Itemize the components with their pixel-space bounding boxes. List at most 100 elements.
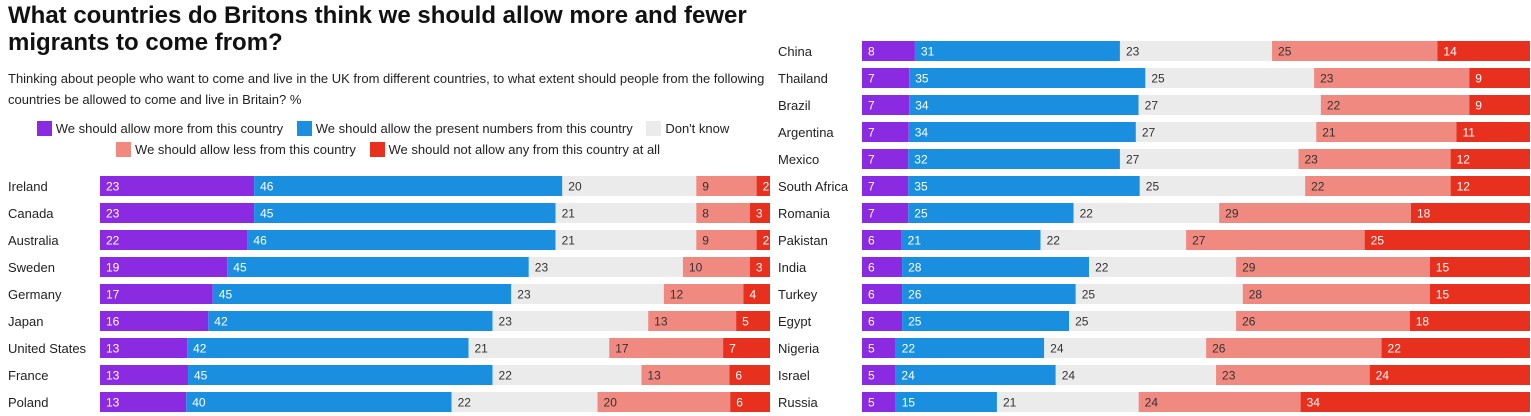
- data-label-more: 23: [106, 207, 120, 221]
- bar-row-japan: Japan 16 42 23 13 5: [8, 311, 770, 331]
- country-label-australia: Australia: [8, 233, 59, 248]
- bar-segment-dont-know: [562, 176, 697, 196]
- data-label-less: 24: [1145, 396, 1159, 410]
- bar-row-russia: Russia 5 15 21 24 34: [778, 392, 1530, 412]
- bar-segment-present: [908, 176, 1140, 196]
- data-label-none: 9: [1475, 72, 1482, 86]
- bar-segment-less: [1219, 203, 1411, 223]
- data-label-more: 7: [868, 207, 875, 221]
- bar-segment-less: [682, 257, 750, 277]
- bar-segment-present: [902, 311, 1070, 331]
- bar-segment-none: [1450, 149, 1530, 169]
- data-label-less: 22: [1311, 180, 1325, 194]
- bar-segment-none: [756, 230, 770, 250]
- bar-segment-less: [1272, 41, 1438, 61]
- data-label-none: 12: [1457, 153, 1471, 167]
- bar-segment-none: [1429, 284, 1530, 304]
- data-label-more: 5: [868, 342, 875, 356]
- data-label-dont-know: 27: [1142, 126, 1156, 140]
- data-label-none: 15: [1436, 288, 1450, 302]
- bar-row-thailand: Thailand 7 35 25 23 9: [778, 68, 1530, 88]
- data-label-present: 45: [194, 369, 208, 383]
- data-label-dont-know: 22: [1095, 261, 1109, 275]
- data-label-more: 19: [106, 261, 120, 275]
- data-label-less: 8: [702, 207, 709, 221]
- bar-segment-more: [100, 365, 188, 385]
- data-label-none: 18: [1416, 315, 1430, 329]
- bar-segment-present: [909, 95, 1139, 115]
- data-label-less: 29: [1242, 261, 1256, 275]
- bar-segment-none: [749, 203, 770, 223]
- data-label-more: 7: [868, 126, 875, 140]
- bar-segment-less: [663, 284, 744, 304]
- bar-segment-less: [1242, 284, 1430, 304]
- bar-segment-present: [247, 230, 556, 250]
- country-label-turkey: Turkey: [778, 287, 818, 302]
- data-label-none: 3: [756, 207, 763, 221]
- bar-segment-less: [641, 365, 730, 385]
- bar-segment-more: [100, 230, 248, 250]
- legend-item-less: We should allow less from this country: [116, 142, 356, 157]
- bar-segment-present: [187, 365, 493, 385]
- data-label-more: 5: [868, 396, 875, 410]
- data-label-more: 7: [868, 72, 875, 86]
- data-label-less: 9: [702, 234, 709, 248]
- bar-segment-dont-know: [1040, 230, 1187, 250]
- data-label-present: 21: [908, 234, 922, 248]
- bar-row-romania: Romania 7 25 22 29 18: [778, 203, 1530, 223]
- bar-segment-more: [862, 122, 909, 142]
- country-label-south-africa: South Africa: [778, 179, 849, 194]
- data-label-dont-know: 23: [517, 288, 531, 302]
- country-label-russia: Russia: [778, 395, 819, 410]
- bar-row-india: India 6 28 22 29 15: [778, 257, 1530, 277]
- bar-segment-dont-know: [1145, 68, 1315, 88]
- bar-segment-more: [862, 41, 915, 61]
- bar-segment-present: [212, 284, 512, 304]
- bar-segment-less: [1298, 149, 1451, 169]
- bar-segment-none: [743, 284, 770, 304]
- bar-segment-more: [862, 95, 910, 115]
- data-label-dont-know: 25: [1146, 180, 1160, 194]
- country-label-romania: Romania: [778, 206, 831, 221]
- bar-segment-dont-know: [1119, 41, 1273, 61]
- data-label-present: 42: [214, 315, 228, 329]
- country-label-india: India: [778, 260, 807, 275]
- bar-segment-none: [1410, 203, 1530, 223]
- data-label-present: 35: [914, 180, 928, 194]
- bar-segment-dont-know: [1055, 365, 1217, 385]
- country-label-argentina: Argentina: [778, 125, 834, 140]
- legend-label-none: We should not allow any from this countr…: [388, 142, 660, 157]
- bar-row-mexico: Mexico 7 32 27 23 12: [778, 149, 1530, 169]
- data-label-less: 20: [604, 396, 618, 410]
- bar-segment-dont-know: [1119, 149, 1299, 169]
- bar-segment-present: [908, 122, 1136, 142]
- data-label-less: 28: [1249, 288, 1263, 302]
- data-label-dont-know: 22: [458, 396, 472, 410]
- data-label-present: 45: [219, 288, 233, 302]
- data-label-more: 23: [106, 180, 120, 194]
- data-label-dont-know: 20: [568, 180, 582, 194]
- bar-segment-present: [254, 203, 556, 223]
- bar-segment-dont-know: [528, 257, 683, 277]
- data-label-dont-know: 27: [1126, 153, 1140, 167]
- bar-segment-dont-know: [1069, 311, 1237, 331]
- bar-segment-dont-know: [1073, 203, 1220, 223]
- data-label-present: 31: [921, 45, 935, 59]
- data-label-present: 24: [901, 369, 915, 383]
- data-label-present: 35: [915, 72, 929, 86]
- data-label-dont-know: 23: [535, 261, 549, 275]
- bar-segment-more: [862, 392, 896, 412]
- bar-segment-none: [1429, 257, 1530, 277]
- bar-segment-more: [862, 149, 909, 169]
- data-label-more: 7: [868, 153, 875, 167]
- data-label-none: 2: [763, 234, 770, 248]
- legend-label-dont-know: Don't know: [665, 121, 730, 136]
- bar-segment-dont-know: [468, 338, 610, 358]
- country-label-united-states: United States: [8, 341, 87, 356]
- bar-segment-less: [1305, 176, 1451, 196]
- bar-segment-present: [208, 311, 493, 331]
- legend-swatch-dont-know: [646, 121, 662, 136]
- legend-swatch-none: [369, 142, 385, 157]
- data-label-more: 8: [868, 45, 875, 59]
